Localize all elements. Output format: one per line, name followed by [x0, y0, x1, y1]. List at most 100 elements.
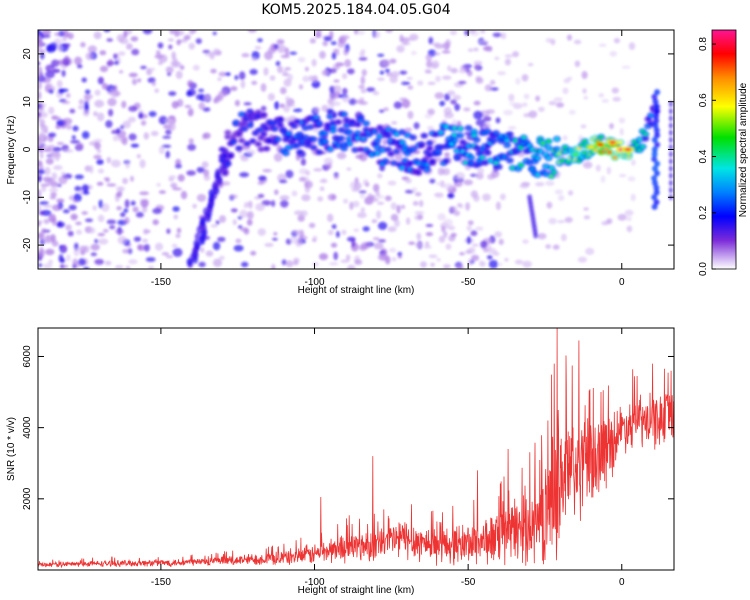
spectrogram-cell [377, 254, 388, 261]
spectrogram-cell [668, 144, 673, 151]
spectrogram-cell [471, 133, 477, 138]
spectrogram-cell [336, 120, 341, 124]
spectrogram-cell [640, 144, 646, 149]
spectrogram-cell [330, 242, 338, 248]
spectrogram-cell [394, 149, 399, 154]
spectrogram-cell [372, 237, 380, 241]
spectrogram-cell [106, 38, 113, 42]
spectrogram-cell [38, 61, 41, 66]
spectrogram-cell [152, 219, 159, 226]
spectrogram-cell [653, 117, 660, 124]
spectrogram-cell [548, 217, 557, 225]
spectrogram-cell [175, 233, 181, 239]
spectrogram-cell [362, 179, 369, 186]
spectrogram-cell [218, 71, 227, 77]
spectrogram-cell [503, 109, 513, 116]
spectrogram-cell [330, 120, 336, 125]
spectrogram-cell [234, 75, 239, 81]
spectrogram-cell [82, 190, 90, 195]
spectrogram-cell [61, 37, 67, 42]
spectrogram-cell [156, 183, 161, 187]
figure-title: KOM5.2025.184.04.05.G04 [261, 2, 450, 18]
spectrogram-cell [291, 124, 297, 128]
snr-x-tick-label: -100 [305, 577, 325, 588]
spectrogram-cell [479, 155, 485, 160]
spectrogram-cell [208, 189, 215, 198]
spectrogram-cell [96, 159, 104, 165]
spectrogram-cell [225, 135, 231, 139]
spectrogram-cell [611, 87, 619, 94]
spectrogram-x-tick-label: 0 [619, 277, 625, 288]
spectrogram-cell [381, 59, 391, 67]
spectrogram-cell [78, 258, 86, 266]
spectrogram-cell [186, 170, 197, 176]
spectrogram-cell [110, 88, 119, 98]
spectrogram-cell [465, 202, 470, 211]
spectrogram-cell [652, 122, 659, 129]
spectrogram-cell [394, 132, 399, 136]
spectrogram-cell [372, 91, 380, 96]
spectrogram-cell [495, 201, 501, 211]
spectrogram-cell [43, 218, 50, 225]
spectrogram-cell [448, 91, 456, 96]
spectrogram-cell [549, 166, 554, 170]
spectrogram-cell [88, 227, 96, 234]
spectrogram-cell [128, 105, 138, 112]
spectrogram-cell [480, 30, 486, 34]
spectrogram-cell [283, 151, 289, 155]
spectrogram-cell [562, 87, 569, 95]
spectrogram-cell [668, 101, 673, 108]
spectrogram-cell [522, 260, 532, 268]
spectrogram-cell [38, 210, 45, 216]
spectrogram-cell [546, 156, 551, 160]
spectrogram-cell [388, 152, 394, 156]
spectrogram-cell [447, 194, 454, 198]
spectrogram-cell [315, 31, 322, 39]
spectrogram-cell [486, 109, 495, 114]
spectrogram-cell [107, 98, 117, 107]
spectrogram-cell [304, 66, 309, 72]
spectrogram-cell [328, 101, 335, 109]
spectrogram-cell [330, 41, 337, 45]
spectrogram-cell [61, 171, 66, 176]
spectrogram-cell [301, 194, 311, 202]
spectrogram-cell [443, 159, 449, 163]
spectrogram-cell [234, 99, 240, 107]
spectrogram-cell [38, 66, 43, 72]
spectrogram-cell [651, 156, 658, 163]
spectrogram-cell [66, 124, 72, 130]
spectrogram-cell [423, 245, 432, 249]
spectrogram-cell [529, 167, 535, 171]
spectrogram-cell [628, 42, 636, 50]
snr-series-line [38, 328, 674, 569]
spectrogram-cell [355, 136, 361, 141]
spectrogram-cell [583, 207, 589, 211]
spectrogram-cell [405, 133, 410, 137]
spectrogram-cell [41, 77, 52, 83]
spectrogram-cell [619, 128, 624, 136]
spectrogram-cell [478, 260, 484, 267]
spectrogram-cell [468, 155, 474, 160]
spectrogram-cell [427, 153, 433, 157]
spectrogram-cell [111, 159, 121, 168]
spectrogram-cell [128, 133, 137, 141]
spectrogram-cell [246, 211, 254, 220]
spectrogram-cell [61, 69, 66, 77]
spectrogram-cell [96, 181, 104, 186]
spectrogram-cell [105, 178, 110, 183]
spectrogram-cell [217, 77, 222, 81]
spectrogram-cell [486, 47, 493, 52]
spectrogram-cell [435, 75, 441, 83]
spectrogram-cell [502, 155, 507, 159]
spectrogram-cell [452, 133, 457, 137]
spectrogram-cell [311, 58, 317, 67]
spectrogram-cell [279, 195, 290, 201]
spectrogram-cell [261, 200, 272, 206]
spectrogram-cell [257, 38, 263, 43]
spectrogram-cell [651, 151, 658, 158]
spectrogram-cell [617, 213, 627, 221]
spectrogram-cell [367, 193, 373, 201]
spectrogram-cell [219, 158, 225, 162]
snr-y-tick-label: 4000 [22, 416, 33, 439]
spectrogram-cell [89, 165, 94, 174]
